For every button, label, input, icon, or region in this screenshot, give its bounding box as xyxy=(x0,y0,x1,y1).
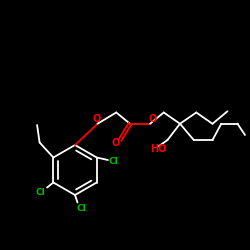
Text: Cl: Cl xyxy=(76,204,86,213)
Text: O: O xyxy=(149,114,157,124)
Text: O: O xyxy=(112,138,120,147)
Text: Cl: Cl xyxy=(108,157,118,166)
Text: O: O xyxy=(92,114,100,124)
Text: Cl: Cl xyxy=(36,188,46,197)
Text: HO: HO xyxy=(150,144,167,154)
